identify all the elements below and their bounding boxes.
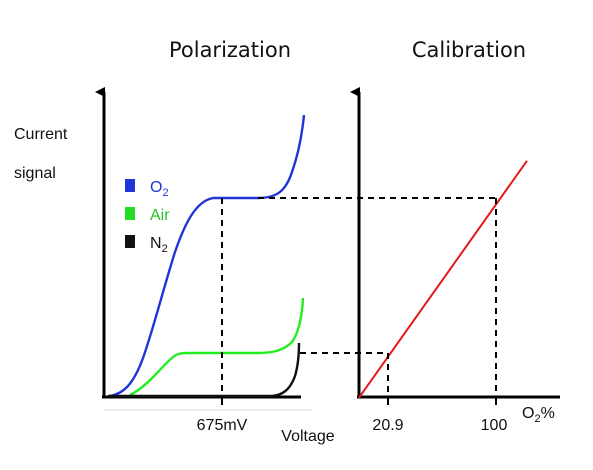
polarization-xlabel: Voltage (281, 428, 334, 445)
legend-swatch-air (125, 207, 135, 220)
legend-item-air: Air (125, 207, 170, 224)
calibration-title: Calibration (412, 38, 526, 62)
series-line-calibration (358, 160, 528, 399)
polarization-x-tick-675mv: 675mV (197, 417, 248, 434)
legend-label-n2: N2 (150, 235, 168, 255)
legend-label-o2: O2 (150, 179, 169, 199)
polarization-ylabel-line-2: signal (14, 165, 56, 182)
polarization-legend: O2 Air N2 (125, 179, 170, 255)
polarization-title: Polarization (169, 38, 291, 62)
polarization-chart: Polarization Current signal 675mV Voltag… (14, 38, 335, 445)
calibration-x-tick-100: 100 (481, 417, 508, 434)
series-line-air (129, 297, 305, 397)
series-line-n2 (108, 342, 301, 398)
legend-swatch-n2 (125, 235, 135, 248)
legend-item-n2: N2 (125, 235, 168, 255)
calibration-xlabel: O2% (522, 405, 555, 425)
legend-swatch-o2 (125, 179, 135, 192)
legend-label-air: Air (150, 207, 170, 224)
calibration-x-tick-20-9: 20.9 (372, 417, 403, 434)
polarization-ylabel-line-1: Current (14, 126, 68, 143)
calibration-chart: Calibration 20.9 100 O2% (350, 38, 560, 434)
legend-item-o2: O2 (125, 179, 169, 199)
series-line-o2 (109, 114, 306, 398)
